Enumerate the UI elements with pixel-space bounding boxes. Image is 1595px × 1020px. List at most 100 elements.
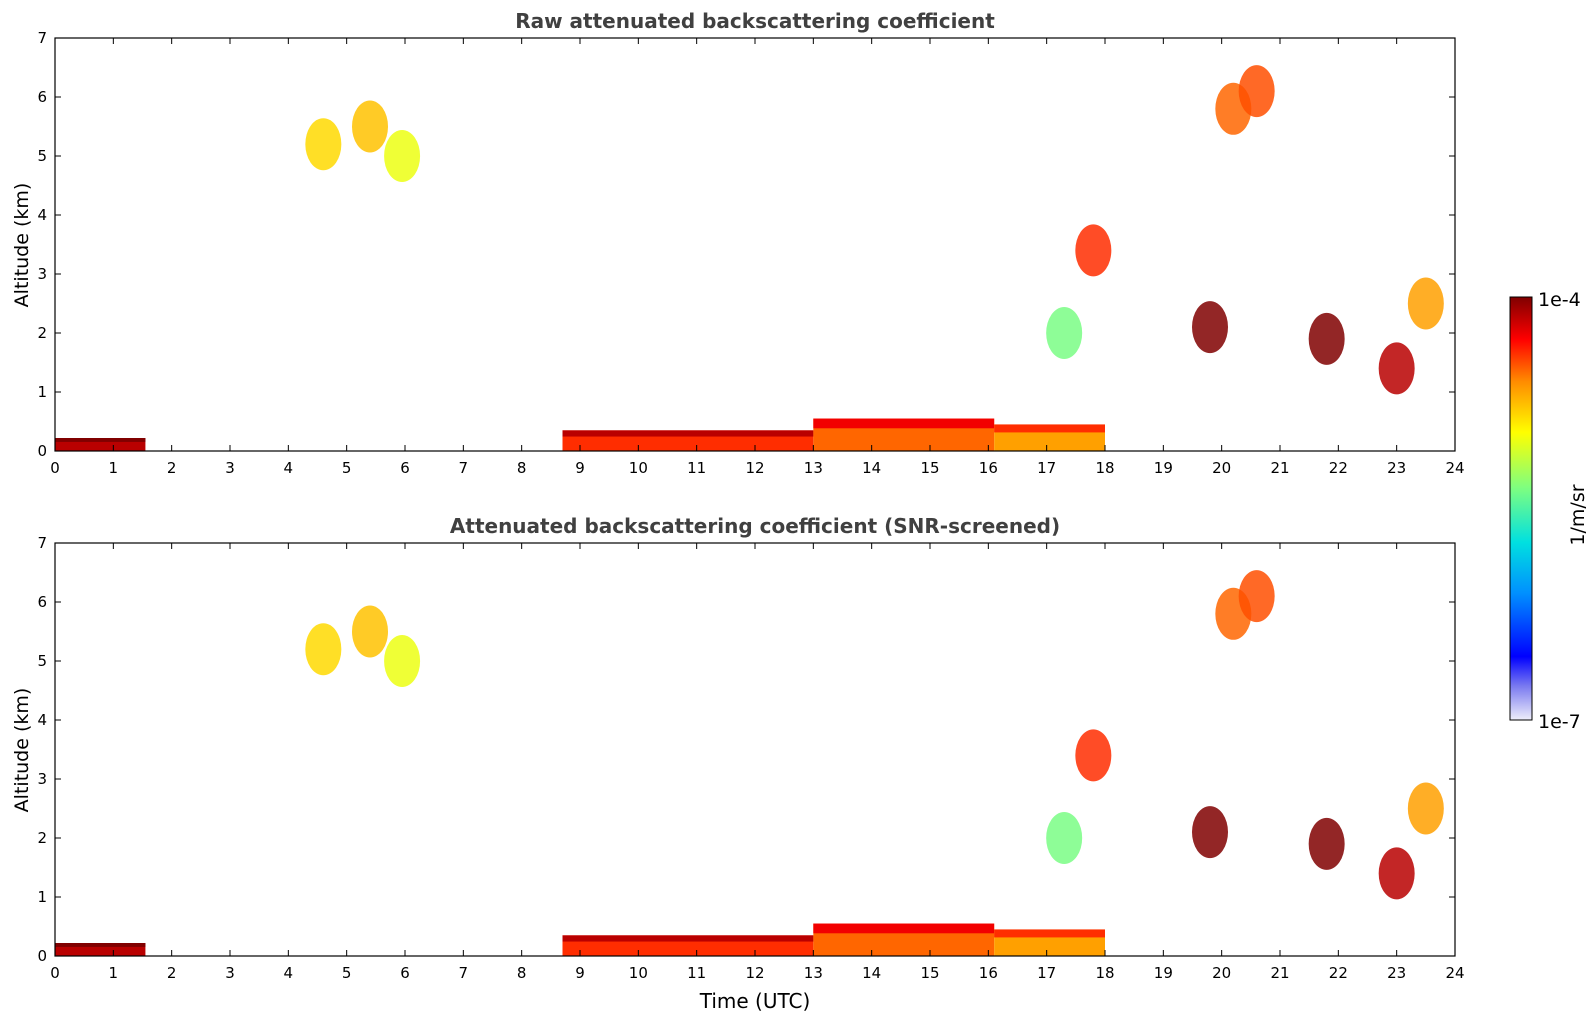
boundary-layer-top-mark: [813, 923, 995, 934]
cloud-mark: [1046, 307, 1083, 359]
x-tick-label: 16: [979, 964, 998, 982]
x-tick-label: 15: [920, 964, 939, 982]
cloud-mark: [1075, 729, 1112, 782]
y-tick-label: 6: [37, 593, 47, 611]
cloud-mark: [352, 100, 388, 153]
x-tick-label: 22: [1329, 964, 1348, 982]
x-tick-label: 7: [459, 459, 469, 477]
x-tick-label: 13: [804, 964, 823, 982]
x-tick-label: 9: [575, 459, 585, 477]
x-tick-label: 15: [920, 459, 939, 477]
y-tick-label: 5: [37, 147, 47, 165]
boundary-layer-top-mark: [562, 430, 814, 437]
raw-heatmap: [55, 65, 1444, 451]
cloud-mark: [384, 130, 421, 182]
y-axis-label: Altitude (km): [11, 183, 33, 308]
y-tick-label: 3: [37, 265, 47, 283]
x-axis-ticks: 0 1 2 3 4 5 6 7 8 9 10 11 12 13 14 15 16 17 18 19 20 21 22 23 24: [50, 38, 1465, 477]
x-tick-label: 4: [284, 964, 294, 982]
x-tick-label: 19: [1154, 459, 1173, 477]
cloud-mark: [1046, 812, 1083, 864]
colorbar-gradient: [1509, 296, 1533, 721]
colorbar: 1e-4 1e-7 1/m/sr: [1509, 289, 1589, 733]
x-tick-label: 18: [1095, 459, 1114, 477]
cloud-mark: [1238, 65, 1275, 118]
x-tick-label: 2: [167, 964, 177, 982]
cloud-mark: [1407, 782, 1444, 835]
cloud-mark: [1407, 277, 1444, 330]
x-tick-label: 2: [167, 459, 177, 477]
cloud-mark: [1378, 847, 1415, 900]
y-tick-label: 6: [37, 88, 47, 106]
x-tick-label: 9: [575, 964, 585, 982]
x-tick-label: 17: [1037, 459, 1056, 477]
x-tick-label: 4: [284, 459, 294, 477]
snr-screened-panel: Attenuated backscattering coefficient (S…: [11, 514, 1465, 1013]
x-tick-label: 3: [225, 964, 235, 982]
x-tick-label: 19: [1154, 964, 1173, 982]
y-tick-label: 0: [37, 947, 47, 965]
x-tick-label: 21: [1270, 459, 1289, 477]
panel-title: Attenuated backscattering coefficient (S…: [450, 514, 1060, 538]
x-tick-label: 16: [979, 459, 998, 477]
cloud-mark: [384, 635, 421, 687]
y-axis-ticks: 0 1 2 3 4 5 6 7: [37, 29, 1455, 460]
x-tick-label: 12: [745, 459, 764, 477]
y-tick-label: 0: [37, 442, 47, 460]
x-tick-label: 10: [629, 964, 648, 982]
x-tick-label: 5: [342, 964, 352, 982]
x-tick-label: 12: [745, 964, 764, 982]
panel-title: Raw attenuated backscattering coefficien…: [515, 9, 995, 33]
raw-backscatter-panel: Raw attenuated backscattering coefficien…: [11, 9, 1465, 477]
y-tick-label: 7: [37, 534, 47, 552]
x-tick-label: 23: [1387, 964, 1406, 982]
cloud-mark: [1075, 224, 1112, 277]
x-tick-label: 1: [109, 459, 119, 477]
x-tick-label: 21: [1270, 964, 1289, 982]
cloud-mark: [352, 605, 388, 658]
x-tick-label: 7: [459, 964, 469, 982]
x-tick-label: 1: [109, 964, 119, 982]
y-tick-label: 1: [37, 383, 47, 401]
x-tick-label: 5: [342, 459, 352, 477]
boundary-layer-top-mark: [813, 418, 995, 429]
boundary-layer-top-mark: [562, 935, 814, 942]
cloud-mark: [1238, 570, 1275, 623]
boundary-layer-top-mark: [994, 424, 1105, 433]
y-tick-label: 2: [37, 829, 47, 847]
x-tick-label: 3: [225, 459, 235, 477]
screened-heatmap: [55, 570, 1444, 956]
x-tick-label: 8: [517, 964, 527, 982]
x-tick-label: 11: [687, 964, 706, 982]
y-tick-label: 4: [37, 206, 47, 224]
y-axis-ticks: 0 1 2 3 4 5 6 7: [37, 534, 1455, 965]
y-tick-label: 4: [37, 711, 47, 729]
x-tick-label: 20: [1212, 459, 1231, 477]
cloud-mark: [1308, 817, 1345, 870]
y-tick-label: 7: [37, 29, 47, 47]
cloud-mark: [1192, 806, 1228, 859]
y-tick-label: 2: [37, 324, 47, 342]
x-tick-label: 6: [400, 459, 410, 477]
colorbar-max-label: 1e-4: [1538, 289, 1581, 311]
y-tick-label: 5: [37, 652, 47, 670]
y-axis-label: Altitude (km): [11, 688, 33, 813]
boundary-layer-top-mark: [994, 929, 1105, 938]
x-tick-label: 8: [517, 459, 527, 477]
x-tick-label: 18: [1095, 964, 1114, 982]
colorbar-unit-label: 1/m/sr: [1567, 484, 1589, 545]
cloud-mark: [1378, 342, 1415, 395]
colorbar-min-label: 1e-7: [1538, 711, 1581, 733]
x-tick-label: 11: [687, 459, 706, 477]
x-tick-label: 14: [862, 459, 881, 477]
x-axis-label: Time (UTC): [699, 989, 811, 1013]
x-tick-label: 14: [862, 964, 881, 982]
x-tick-label: 20: [1212, 964, 1231, 982]
x-tick-label: 24: [1445, 459, 1464, 477]
x-tick-label: 24: [1445, 964, 1464, 982]
x-tick-label: 0: [50, 459, 60, 477]
boundary-layer-top-mark: [55, 438, 146, 442]
y-tick-label: 3: [37, 770, 47, 788]
x-tick-label: 13: [804, 459, 823, 477]
